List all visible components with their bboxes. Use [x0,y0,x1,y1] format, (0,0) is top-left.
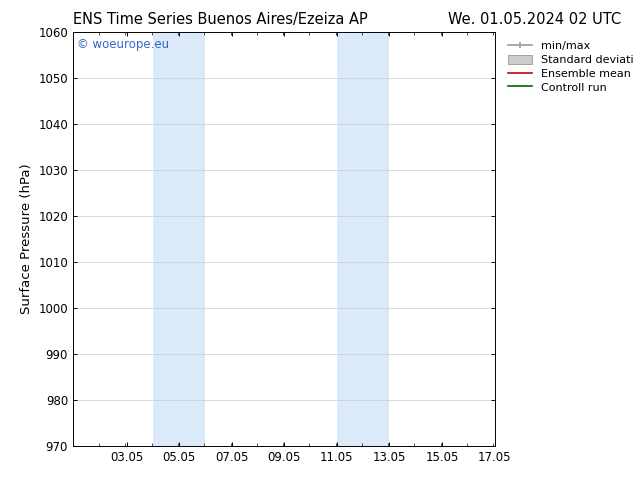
Text: © woeurope.eu: © woeurope.eu [77,38,169,51]
Text: We. 01.05.2024 02 UTC: We. 01.05.2024 02 UTC [448,12,621,27]
Bar [153,32,205,446]
Text: ENS Time Series Buenos Aires/Ezeiza AP: ENS Time Series Buenos Aires/Ezeiza AP [73,12,368,27]
Y-axis label: Surface Pressure (hPa): Surface Pressure (hPa) [20,164,33,314]
Bar [337,32,389,446]
Legend: min/max, Standard deviation, Ensemble mean run, Controll run: min/max, Standard deviation, Ensemble me… [504,37,634,96]
